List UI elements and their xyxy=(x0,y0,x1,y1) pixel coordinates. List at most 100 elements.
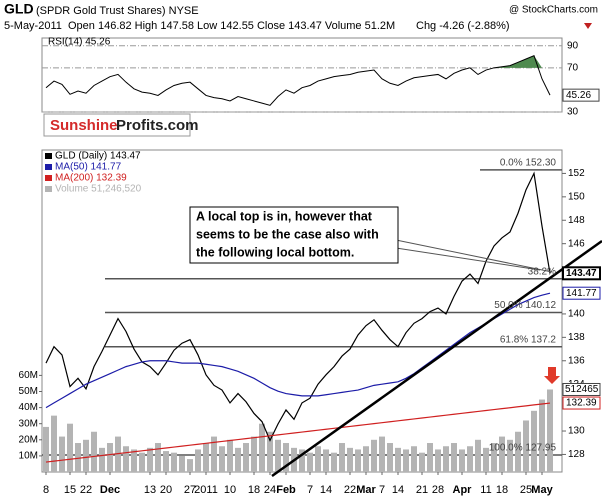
price-line xyxy=(45,171,551,442)
x-tick-label: 22 xyxy=(344,484,356,496)
volume-bar xyxy=(59,436,65,472)
y-tick-label: 150 xyxy=(568,191,585,202)
volume-bar xyxy=(83,439,89,472)
price-line xyxy=(45,292,551,409)
x-tick-label: 20 xyxy=(160,484,172,496)
date: 5-May-2011 xyxy=(4,20,62,32)
volume-bar xyxy=(163,451,169,472)
symbol: GLD xyxy=(4,1,34,17)
volume-bar xyxy=(499,436,505,472)
volume-bar xyxy=(307,452,313,472)
trend-line xyxy=(271,239,602,478)
volume-bar xyxy=(467,446,473,472)
x-tick-label: May xyxy=(531,484,553,496)
volume-bar xyxy=(67,423,73,472)
y-tick-label: 146 xyxy=(568,238,585,249)
fib-label: 50.0% 140.12 xyxy=(494,300,556,311)
volume-bar xyxy=(43,426,49,472)
volume-bar xyxy=(171,452,177,472)
volume-bar xyxy=(411,446,417,472)
volume-bar xyxy=(539,399,545,472)
y2-tick-label: 30M xyxy=(19,418,38,429)
volume-bar xyxy=(435,449,441,472)
volume-bar xyxy=(211,436,217,472)
x-tick-label: Feb xyxy=(276,484,296,496)
rsi-value-label: 45.26 xyxy=(566,90,591,101)
logo-box xyxy=(43,113,191,137)
volume-bar xyxy=(483,447,489,472)
x-tick-label: 2011 xyxy=(194,484,218,496)
x-tick-label: Mar xyxy=(356,484,376,496)
change: Chg -4.26 (-2.88%) xyxy=(416,20,510,32)
volume-bar xyxy=(403,449,409,472)
logo-part1: Sunshine xyxy=(50,117,118,134)
annotation-line: A local top is in, however that xyxy=(196,209,373,223)
callout-line xyxy=(395,247,541,271)
y-tick-label: 152 xyxy=(568,168,585,179)
volume-bar xyxy=(515,431,521,472)
volume-bar xyxy=(267,431,273,472)
y-tick-label: 128 xyxy=(568,449,585,460)
volume-bar xyxy=(259,423,265,472)
value-box-label: 143.47 xyxy=(566,268,597,279)
x-tick-label: 11 xyxy=(480,484,491,496)
annotation-line: seems to be the case also with xyxy=(196,227,379,241)
volume-bar xyxy=(459,449,465,472)
x-tick-label: 14 xyxy=(320,484,332,496)
volume-bar xyxy=(155,443,161,472)
volume-bar xyxy=(363,446,369,472)
y2-tick-label: 20M xyxy=(19,434,38,445)
volume-bar xyxy=(75,443,81,472)
source: @ StockCharts.com xyxy=(509,5,598,16)
fib-label: 100.0% 127.95 xyxy=(489,443,557,454)
volume-bar xyxy=(523,420,529,472)
volume-bar xyxy=(147,447,153,472)
volume-bar xyxy=(451,443,457,472)
x-tick-label: 24 xyxy=(264,484,276,496)
symbol-name: (SPDR Gold Trust Shares) NYSE xyxy=(36,5,199,17)
x-tick-label: 15 xyxy=(64,484,76,496)
x-tick-label: 7 xyxy=(379,484,385,496)
volume-box-label: 512465 xyxy=(565,384,599,395)
legend-label: Volume 51,246,520 xyxy=(55,184,142,195)
callout-line xyxy=(395,239,553,273)
value-box xyxy=(562,396,601,410)
volume-bar xyxy=(443,446,449,472)
rsi-value-box xyxy=(562,88,600,102)
volume-bar xyxy=(219,446,225,472)
x-tick-label: 13 xyxy=(144,484,156,496)
legend-label: MA(200) 132.39 xyxy=(55,173,127,184)
legend-swatch xyxy=(45,164,52,170)
y2-tick-label: 10M xyxy=(19,451,38,462)
down-triangle xyxy=(584,23,592,29)
legend-swatch xyxy=(45,175,52,181)
y-tick-label: 138 xyxy=(568,332,585,343)
volume-bar xyxy=(419,452,425,472)
fib-label: 38.2% xyxy=(528,266,556,277)
rsi-tick-label: 70 xyxy=(567,62,579,73)
volume-bar xyxy=(235,447,241,472)
annotation-line: the following local bottom. xyxy=(196,245,354,259)
y-tick-label: 136 xyxy=(568,355,585,366)
volume-bar xyxy=(91,431,97,472)
volume-bar xyxy=(275,439,281,472)
x-tick-label: 14 xyxy=(392,484,404,496)
volume-bar xyxy=(371,439,377,472)
value-box xyxy=(562,266,601,281)
volume-bar xyxy=(179,455,185,472)
volume-bar xyxy=(243,443,249,472)
volume-bar xyxy=(531,410,537,472)
logo-part2: Profits.com xyxy=(116,117,199,134)
volume-bar xyxy=(123,446,129,472)
volume-bar xyxy=(251,436,257,472)
legend-label: MA(50) 141.77 xyxy=(55,162,122,173)
red-arrow xyxy=(544,367,560,384)
fib-label: 61.8% 137.2 xyxy=(500,334,557,345)
value-box xyxy=(562,382,601,396)
volume-bar xyxy=(315,446,321,472)
volume-bar xyxy=(427,443,433,472)
x-tick-label: Dec xyxy=(100,484,120,496)
volume-bar xyxy=(339,443,345,472)
price-line xyxy=(45,402,551,463)
x-tick-label: 10 xyxy=(224,484,236,496)
